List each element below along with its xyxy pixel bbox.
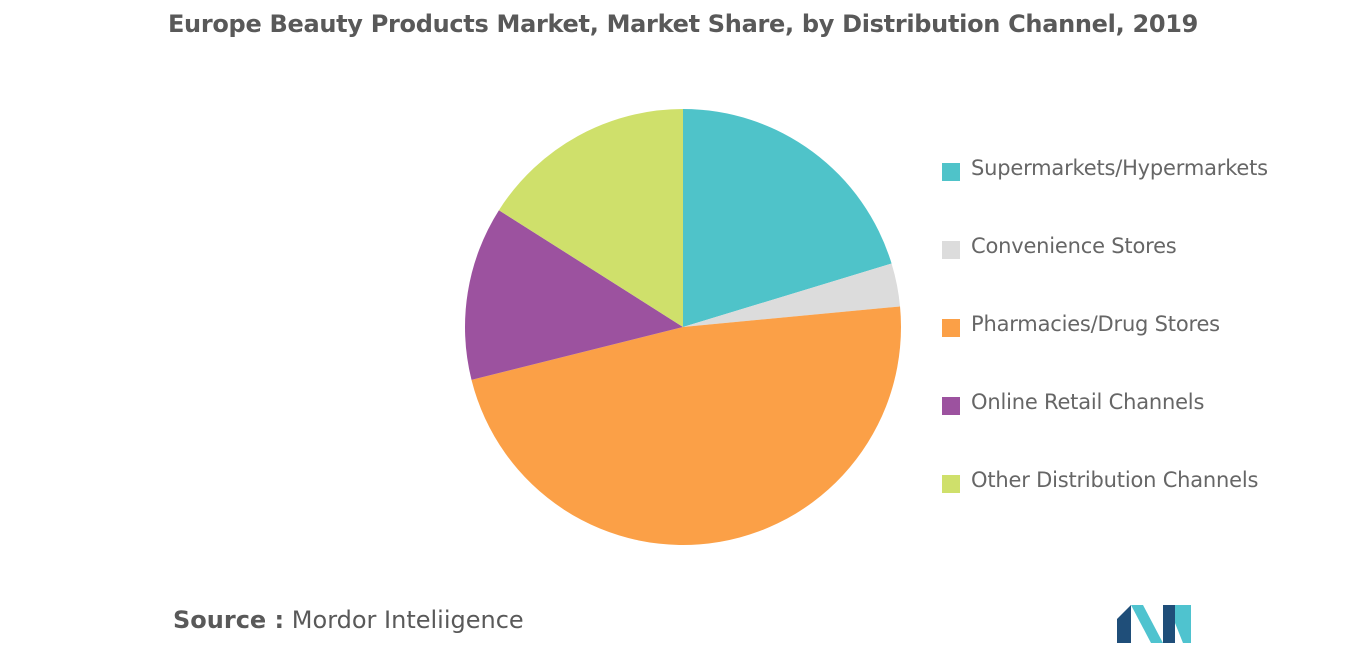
source-note: Source : Mordor Inteliigence bbox=[173, 606, 524, 634]
logo-left-stroke bbox=[1117, 605, 1131, 643]
legend-label: Supermarkets/Hypermarkets bbox=[971, 156, 1268, 180]
legend-swatch bbox=[942, 163, 960, 181]
pie-slice-convenience-stores bbox=[683, 263, 901, 327]
logo-right-stroke bbox=[1163, 605, 1175, 643]
legend-label: Pharmacies/Drug Stores bbox=[971, 312, 1220, 336]
source-label: Source : bbox=[173, 606, 285, 634]
legend-swatch bbox=[942, 319, 960, 337]
legend-label: Convenience Stores bbox=[971, 234, 1177, 258]
pie-slice-pharmacies-drug-stores bbox=[471, 306, 901, 546]
pie-slice-other-distribution-channels bbox=[498, 109, 683, 327]
pie-slice-online-retail-channels bbox=[464, 210, 683, 380]
chart-title: Europe Beauty Products Market, Market Sh… bbox=[167, 10, 1199, 38]
legend-swatch bbox=[942, 397, 960, 415]
legend-swatch bbox=[942, 475, 960, 493]
source-value: Mordor Inteliigence bbox=[291, 606, 524, 634]
legend-label: Other Distribution Channels bbox=[971, 468, 1259, 492]
legend-label: Online Retail Channels bbox=[971, 390, 1205, 414]
logo-middle-stroke bbox=[1131, 605, 1163, 643]
pie-slice-supermarkets-hypermarkets bbox=[683, 109, 892, 327]
mordor-intelligence-logo-icon bbox=[1117, 605, 1191, 643]
logo-tail-stroke bbox=[1175, 605, 1191, 643]
legend-swatch bbox=[942, 241, 960, 259]
